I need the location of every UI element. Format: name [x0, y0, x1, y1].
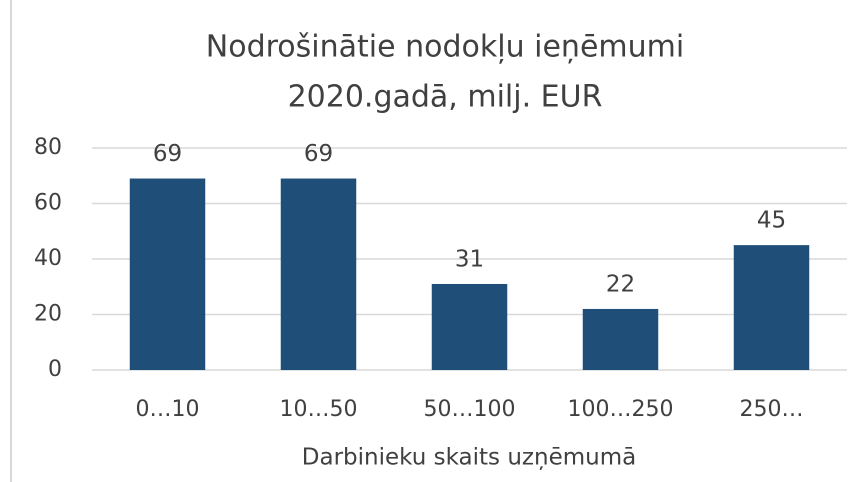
bar: [129, 178, 206, 370]
chart-title: Nodrošinātie nodokļu ieņēmumi: [206, 30, 684, 65]
chart-title: 2020.gadā, milj. EUR: [288, 80, 603, 115]
y-tick-label: 0: [48, 357, 62, 382]
x-tick-label: 0…10: [136, 397, 200, 422]
x-axis-title: Darbinieku skaits uzņēmumā: [302, 445, 636, 471]
data-label: 69: [153, 141, 182, 167]
data-label: 69: [304, 141, 333, 167]
y-tick-label: 40: [34, 246, 62, 271]
x-tick-label: 50…100: [424, 397, 516, 422]
bar: [582, 308, 659, 370]
data-label: 45: [757, 208, 786, 234]
data-label: 22: [606, 271, 635, 297]
bar: [280, 178, 357, 370]
bar: [733, 245, 810, 370]
data-label: 31: [455, 246, 484, 272]
x-tick-label: 250…: [740, 397, 804, 422]
y-tick-label: 20: [34, 302, 62, 327]
bar: [431, 283, 508, 370]
x-tick-label: 10…50: [280, 397, 358, 422]
x-tick-label: 100…250: [568, 397, 674, 422]
y-tick-label: 60: [34, 191, 62, 216]
y-tick-label: 80: [34, 135, 62, 160]
